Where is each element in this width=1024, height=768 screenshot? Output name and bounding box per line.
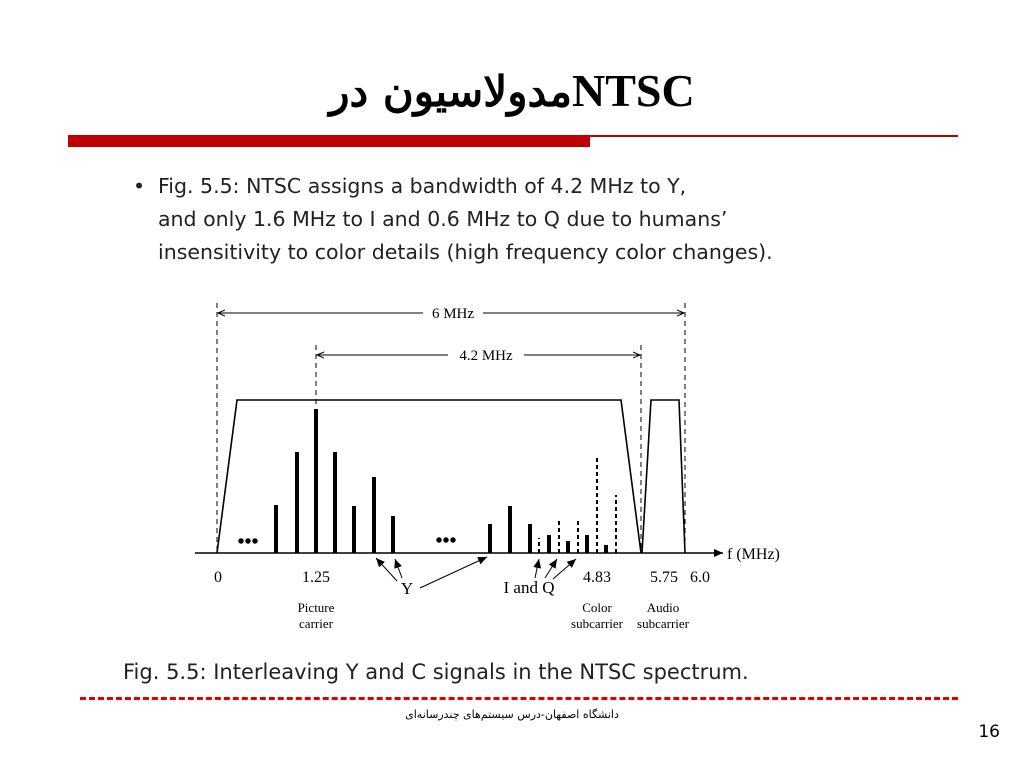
picture-carrier-label-2: carrier — [299, 616, 334, 631]
span-6mhz-label: 6 MHz — [432, 306, 474, 322]
y-arrow-3 — [419, 556, 488, 589]
chroma-spikes — [538, 457, 617, 553]
title-underline-accent — [68, 136, 590, 147]
continuation-dots-middle: ••• — [435, 530, 456, 552]
frequency-axis-label: f (MHz) — [727, 546, 780, 563]
bullet-text: Fig. 5.5: NTSC assigns a bandwidth of 4.… — [158, 170, 918, 269]
color-subcarrier-label-2: subcarrier — [571, 616, 624, 631]
tick-483-label: 4.83 — [583, 569, 611, 586]
bullet-line-3: insensitivity to color details (high fre… — [158, 240, 773, 264]
bullet-line-1: Fig. 5.5: NTSC assigns a bandwidth of 4.… — [158, 174, 687, 198]
y-arrow-1 — [375, 557, 398, 582]
tick-125-label: 1.25 — [302, 569, 330, 586]
picture-carrier-label-1: Picture — [298, 600, 335, 615]
iq-arrow-1 — [533, 558, 542, 579]
y-arrow-2 — [394, 558, 403, 579]
footer-university-course: دانشگاه اصفهان-درس سیستم‌های چندرسانه‌ای — [405, 708, 619, 721]
figure-caption: Fig. 5.5: Interleaving Y and C signals i… — [123, 660, 749, 684]
y-signal-label: Y — [401, 579, 413, 598]
bullet-marker: • — [133, 174, 146, 198]
footer-dashed-rule — [80, 697, 958, 700]
audio-band-outline — [641, 399, 686, 554]
audio-subcarrier-label-2: subcarrier — [637, 616, 690, 631]
slide-title-english: NTSC — [572, 65, 695, 116]
tick-0-label: 0 — [214, 569, 222, 586]
luminance-band-outline — [216, 399, 642, 554]
audio-subcarrier-label-1: Audio — [647, 600, 680, 615]
tick-575-label: 5.75 — [650, 569, 678, 586]
iq-arrow-3 — [552, 558, 577, 580]
bullet-line-2: and only 1.6 MHz to I and 0.6 MHz to Q d… — [158, 207, 728, 231]
slide-title-persian: مدولاسیون در — [329, 67, 573, 116]
iq-arrow-2 — [544, 558, 558, 579]
span-42mhz-label: 4.2 MHz — [459, 348, 513, 364]
continuation-dots-left: ••• — [237, 531, 258, 553]
ntsc-spectrum-diagram: 6 MHz 4.2 MHz f (MHz) — [195, 303, 780, 631]
iq-signal-label: I and Q — [504, 578, 555, 597]
color-subcarrier-label-1: Color — [582, 600, 612, 615]
luminance-spikes — [274, 409, 608, 553]
page-number: 16 — [978, 722, 1000, 742]
tick-60-label: 6.0 — [690, 569, 710, 586]
slide-title: مدولاسیون درNTSC — [0, 66, 1024, 117]
